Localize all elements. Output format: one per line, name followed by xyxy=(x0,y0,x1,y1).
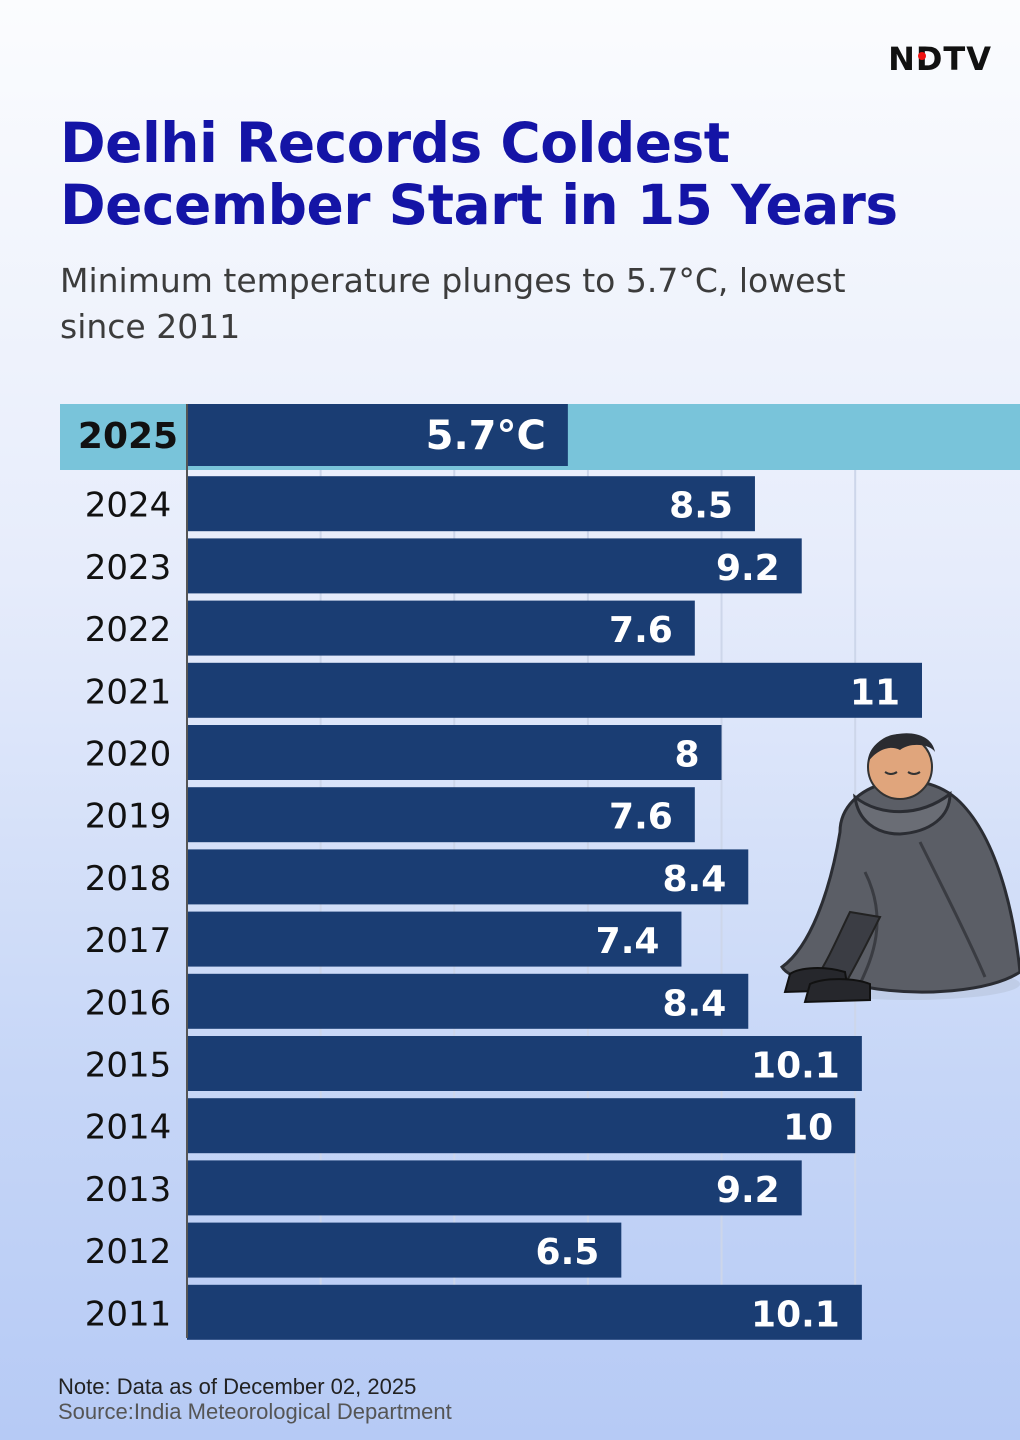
data-label: 7.6 xyxy=(609,797,673,838)
y-tick-label: 2025 xyxy=(78,416,178,457)
y-tick-label: 2018 xyxy=(85,859,172,899)
bars-layer xyxy=(187,404,922,1340)
data-label: 8.4 xyxy=(662,859,726,900)
data-label: 7.4 xyxy=(596,921,660,962)
data-label: 9.2 xyxy=(716,1170,780,1211)
y-tick-label: 2013 xyxy=(85,1170,172,1210)
ndtv-logo: NDTV xyxy=(888,40,992,78)
y-tick-label: 2015 xyxy=(85,1046,172,1086)
bar-2025 xyxy=(187,404,568,466)
data-label: 11 xyxy=(850,672,900,713)
y-tick-label: 2023 xyxy=(85,548,172,588)
bar-2021 xyxy=(187,662,922,718)
bar-2012 xyxy=(187,1222,622,1278)
bar-2017 xyxy=(187,911,682,967)
bar-2015 xyxy=(187,1036,862,1091)
y-tick-label: 2019 xyxy=(85,797,172,837)
data-label: 10.1 xyxy=(751,1046,840,1087)
bar-2016 xyxy=(187,973,749,1029)
footer: Note: Data as of December 02, 2025 Sourc… xyxy=(58,1374,452,1424)
data-label: 9.2 xyxy=(716,548,780,589)
page-title: Delhi Records Coldest December Start in … xyxy=(60,111,898,237)
bar-2023 xyxy=(187,538,802,594)
data-label: 7.6 xyxy=(609,610,673,651)
logo-red-dot xyxy=(918,52,927,60)
y-tick-label: 2011 xyxy=(85,1294,172,1334)
data-label: 8.4 xyxy=(662,983,726,1024)
data-note: Note: Data as of December 02, 2025 xyxy=(58,1374,417,1399)
y-tick-label: 2016 xyxy=(85,983,172,1023)
y-tick-label: 2017 xyxy=(85,921,172,961)
y-tick-label: 2012 xyxy=(85,1232,172,1272)
page-subtitle: Minimum temperature plunges to 5.7°C, lo… xyxy=(60,261,846,346)
cold-person-illustration xyxy=(779,733,1020,1004)
data-label: 10 xyxy=(783,1108,833,1149)
data-label: 8.5 xyxy=(669,486,733,527)
labels-layer: 2025 5.7°C 2024 8.5 2023 9.2 2022 7.6 2021 11 2020… xyxy=(78,413,900,1335)
y-tick-label: 2014 xyxy=(85,1108,172,1148)
y-tick-label: 2024 xyxy=(85,486,172,526)
data-label: 6.5 xyxy=(536,1232,600,1273)
y-tick-label: 2020 xyxy=(85,735,172,775)
logo-text: NDTV xyxy=(888,40,992,78)
bar-2022 xyxy=(187,600,695,656)
data-label: 5.7°C xyxy=(426,413,546,459)
bar-2014 xyxy=(187,1098,856,1154)
y-tick-label: 2021 xyxy=(85,672,172,712)
bar-2018 xyxy=(187,849,749,905)
y-tick-label: 2022 xyxy=(85,610,172,650)
data-label: 8 xyxy=(674,735,699,776)
bar-2024 xyxy=(187,476,755,532)
data-source: Source:India Meteorological Department xyxy=(58,1399,452,1424)
data-label: 10.1 xyxy=(751,1294,840,1335)
bar-2019 xyxy=(187,787,695,843)
bar-2011 xyxy=(187,1284,862,1340)
bar-2013 xyxy=(187,1160,802,1216)
bar-2020 xyxy=(187,725,722,780)
